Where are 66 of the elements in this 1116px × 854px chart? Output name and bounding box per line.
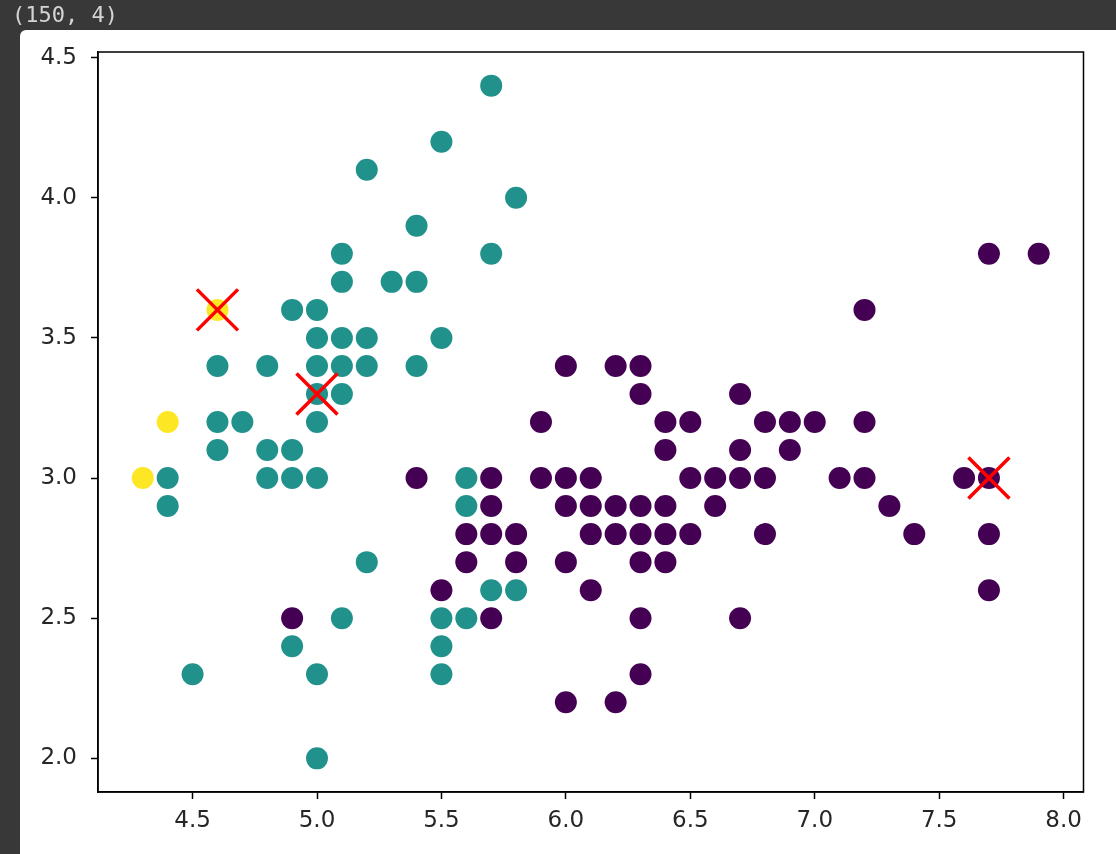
point <box>256 439 279 462</box>
point <box>480 242 503 265</box>
y-tick-label: 3.0 <box>40 463 77 490</box>
x-tick-label: 8.0 <box>1045 805 1082 832</box>
x-tick-label: 7.0 <box>796 805 834 832</box>
point <box>306 663 328 686</box>
x-tick-label: 5.5 <box>423 805 460 832</box>
point <box>405 214 428 237</box>
y-tick-label: 4.5 <box>40 42 77 69</box>
x-tick-label: 5.0 <box>298 805 336 832</box>
point <box>430 130 453 153</box>
point <box>455 607 478 630</box>
point <box>355 551 378 574</box>
x-tick-label: 7.5 <box>920 805 958 832</box>
point <box>505 186 528 209</box>
y-tick-label: 3.5 <box>40 322 77 349</box>
point <box>430 635 453 658</box>
point <box>355 326 378 349</box>
point <box>355 354 378 377</box>
point <box>156 467 179 490</box>
point <box>231 411 254 433</box>
point <box>156 411 179 433</box>
point <box>355 158 378 181</box>
point <box>306 354 328 377</box>
point <box>505 579 528 602</box>
point <box>206 439 229 462</box>
point <box>281 467 304 490</box>
y-tick-label: 2.0 <box>40 743 77 770</box>
point <box>330 270 353 293</box>
point <box>256 467 279 490</box>
point <box>330 382 353 405</box>
point <box>306 411 328 433</box>
point <box>256 354 279 377</box>
x-tick-label: 6.5 <box>672 805 709 832</box>
point <box>430 663 453 686</box>
point <box>306 747 328 770</box>
point <box>306 467 328 490</box>
x-tick-label: 6.0 <box>547 805 585 832</box>
point <box>480 74 503 97</box>
point <box>455 495 478 518</box>
point <box>131 467 154 490</box>
point <box>306 298 328 321</box>
y-tick-label: 2.5 <box>40 603 77 630</box>
point <box>156 495 179 518</box>
text: (150, 4) <box>12 2 118 27</box>
point <box>206 411 229 433</box>
x-tick-label: 4.5 <box>174 805 211 832</box>
point <box>330 607 353 630</box>
point <box>281 635 304 658</box>
point <box>330 326 353 349</box>
point <box>430 326 453 349</box>
point <box>480 579 503 602</box>
point <box>455 467 478 490</box>
point <box>306 326 328 349</box>
point <box>966 455 1012 501</box>
point <box>405 270 428 293</box>
point <box>405 354 428 377</box>
point <box>281 298 304 321</box>
point <box>330 242 353 265</box>
point <box>281 439 304 462</box>
point <box>181 663 204 686</box>
point <box>380 270 403 293</box>
point <box>206 354 229 377</box>
point <box>330 354 353 377</box>
point <box>430 607 453 630</box>
y-tick-label: 4.0 <box>40 182 77 209</box>
